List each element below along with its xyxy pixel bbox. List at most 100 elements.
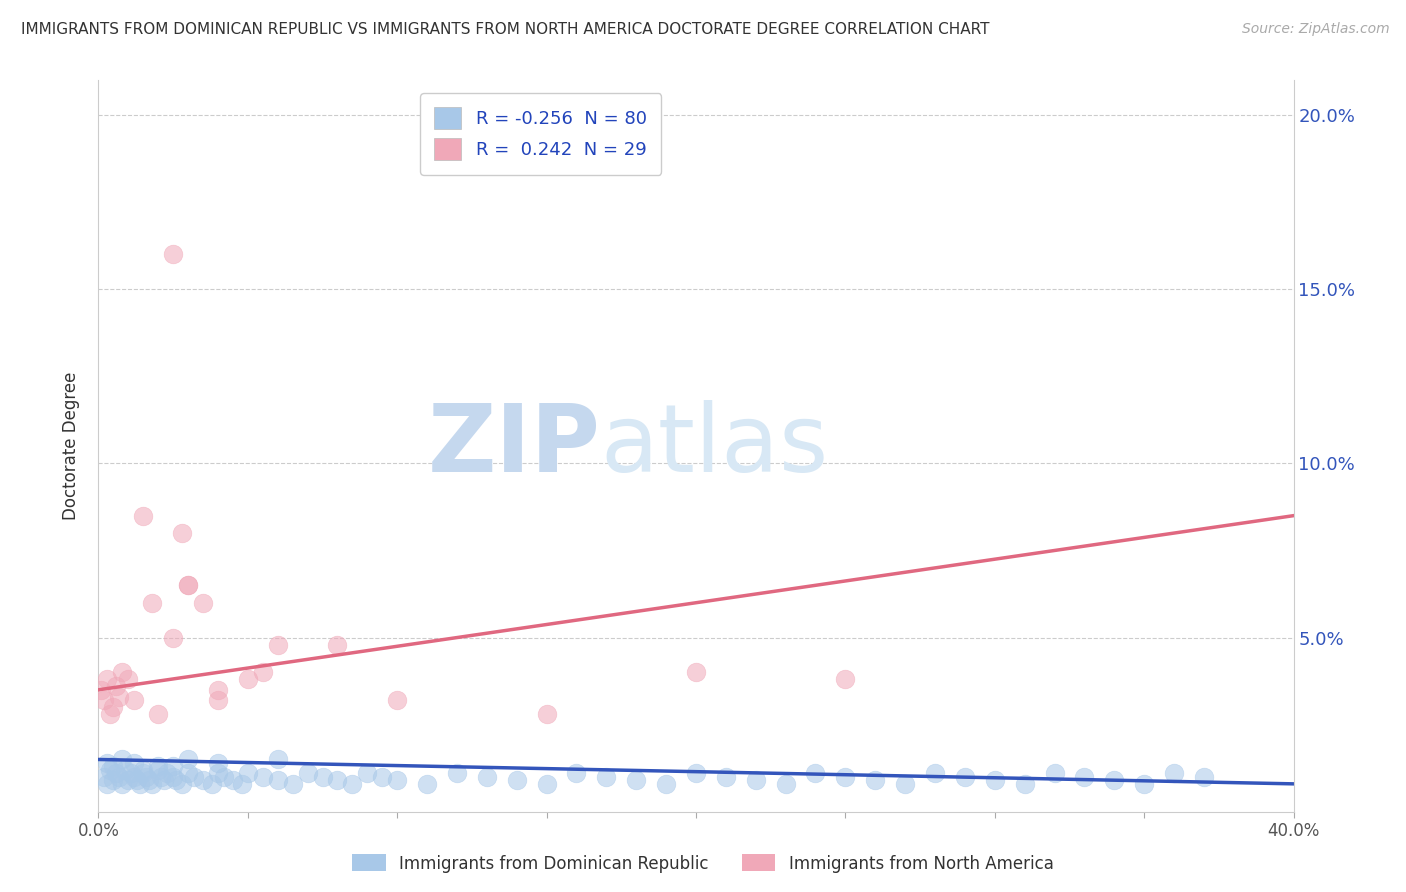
Point	[207, 766, 229, 780]
Point	[191, 596, 214, 610]
Point	[207, 682, 229, 697]
Point	[172, 526, 194, 541]
Point	[236, 673, 259, 687]
Point	[148, 759, 170, 773]
Legend: R = -0.256  N = 80, R =  0.242  N = 29: R = -0.256 N = 80, R = 0.242 N = 29	[420, 93, 661, 175]
Point	[506, 773, 529, 788]
Point	[172, 777, 194, 791]
Point	[162, 759, 184, 773]
Point	[342, 777, 364, 791]
Point	[162, 247, 184, 261]
Point	[326, 638, 349, 652]
Point	[267, 773, 290, 788]
Point	[150, 770, 173, 784]
Point	[804, 766, 827, 780]
Point	[416, 777, 439, 791]
Point	[96, 777, 118, 791]
Point	[105, 766, 128, 780]
Point	[132, 763, 155, 777]
Point	[894, 777, 917, 791]
Point	[1133, 777, 1156, 791]
Point	[834, 673, 856, 687]
Y-axis label: Doctorate Degree: Doctorate Degree	[62, 372, 80, 520]
Point	[191, 773, 214, 788]
Point	[138, 773, 160, 788]
Point	[177, 752, 200, 766]
Point	[1043, 766, 1066, 780]
Point	[111, 752, 134, 766]
Point	[536, 707, 558, 722]
Point	[124, 756, 146, 770]
Point	[135, 770, 157, 784]
Point	[177, 578, 200, 592]
Point	[127, 773, 149, 788]
Point	[201, 777, 224, 791]
Legend: Immigrants from Dominican Republic, Immigrants from North America: Immigrants from Dominican Republic, Immi…	[346, 847, 1060, 880]
Point	[685, 665, 707, 680]
Point	[311, 770, 333, 784]
Point	[212, 770, 235, 784]
Point	[1014, 777, 1036, 791]
Point	[207, 693, 229, 707]
Point	[281, 777, 304, 791]
Point	[148, 707, 170, 722]
Point	[685, 766, 707, 780]
Point	[129, 777, 152, 791]
Point	[595, 770, 617, 784]
Point	[236, 766, 259, 780]
Point	[655, 777, 678, 791]
Point	[371, 770, 394, 784]
Point	[165, 773, 187, 788]
Point	[1073, 770, 1095, 784]
Point	[132, 508, 155, 523]
Point	[775, 777, 797, 791]
Point	[148, 763, 170, 777]
Point	[984, 773, 1007, 788]
Point	[745, 773, 768, 788]
Point	[252, 770, 274, 784]
Point	[177, 578, 200, 592]
Point	[714, 770, 737, 784]
Point	[108, 770, 131, 784]
Point	[162, 631, 184, 645]
Point	[297, 766, 319, 780]
Point	[565, 766, 588, 780]
Point	[105, 679, 128, 693]
Point	[141, 596, 163, 610]
Point	[111, 665, 134, 680]
Point	[924, 766, 946, 780]
Point	[93, 770, 115, 784]
Point	[865, 773, 887, 788]
Point	[98, 763, 122, 777]
Point	[103, 773, 125, 788]
Point	[141, 777, 163, 791]
Point	[117, 673, 139, 687]
Point	[475, 770, 498, 784]
Text: Source: ZipAtlas.com: Source: ZipAtlas.com	[1241, 22, 1389, 37]
Point	[120, 766, 142, 780]
Point	[117, 773, 139, 788]
Point	[124, 770, 146, 784]
Point	[90, 682, 112, 697]
Point	[108, 690, 131, 704]
Point	[536, 777, 558, 791]
Point	[1104, 773, 1126, 788]
Point	[953, 770, 976, 784]
Point	[98, 707, 122, 722]
Point	[267, 752, 290, 766]
Point	[222, 773, 245, 788]
Point	[103, 759, 125, 773]
Point	[267, 638, 290, 652]
Point	[834, 770, 856, 784]
Point	[252, 665, 274, 680]
Point	[111, 777, 134, 791]
Point	[96, 673, 118, 687]
Text: atlas: atlas	[600, 400, 828, 492]
Point	[1163, 766, 1185, 780]
Point	[1192, 770, 1215, 784]
Point	[103, 700, 125, 714]
Point	[207, 756, 229, 770]
Point	[183, 770, 205, 784]
Point	[114, 763, 136, 777]
Point	[231, 777, 253, 791]
